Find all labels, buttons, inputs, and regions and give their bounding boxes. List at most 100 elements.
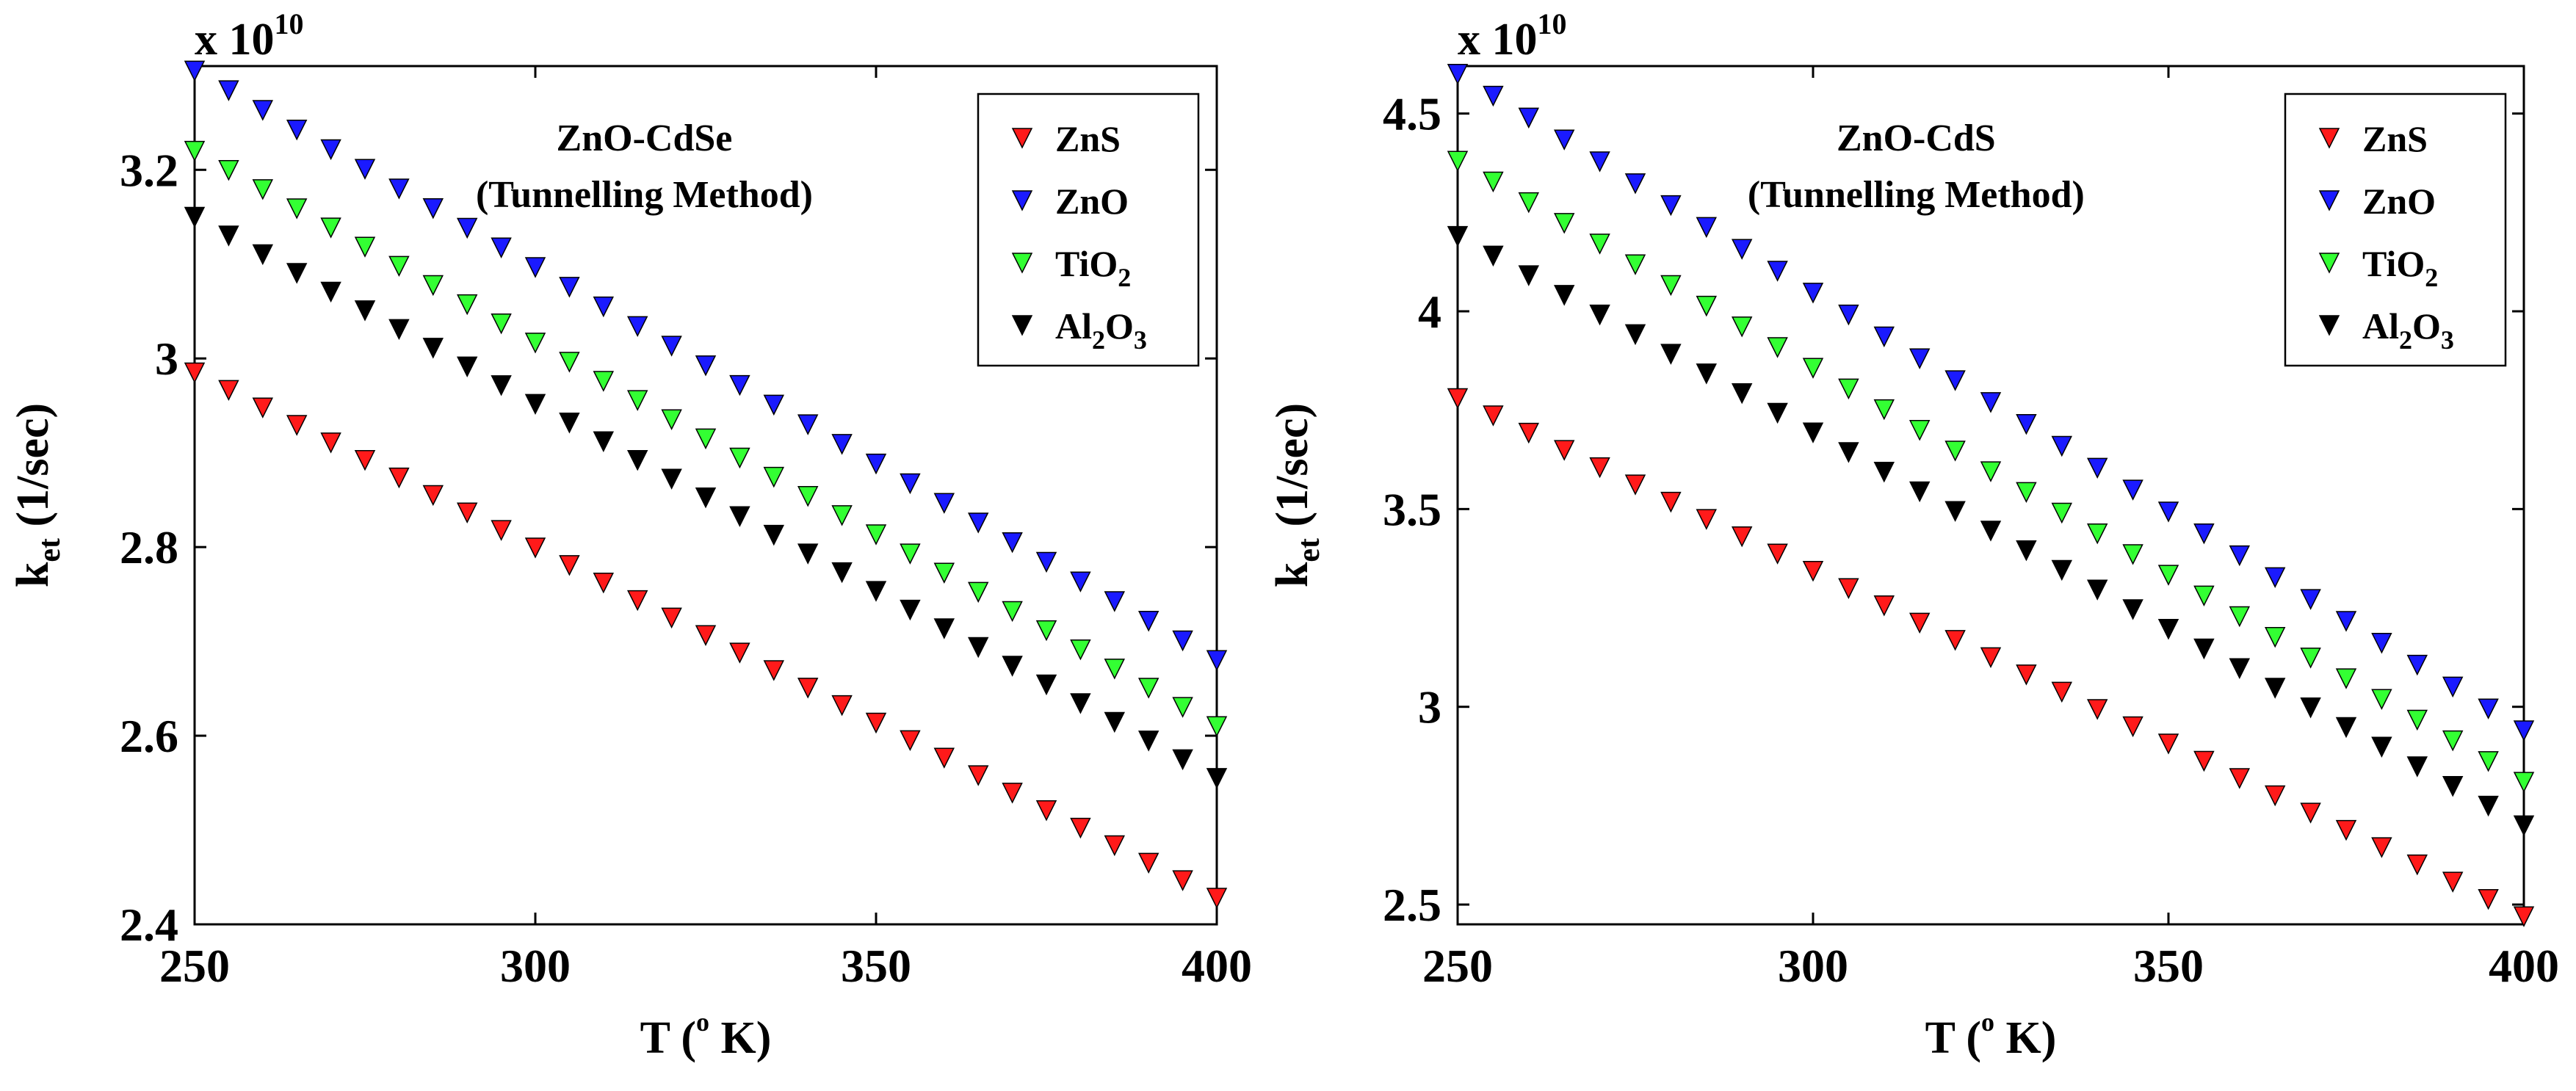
data-point	[593, 371, 615, 392]
data-point	[1802, 283, 1824, 304]
data-point	[1553, 285, 1575, 306]
data-point	[1802, 422, 1824, 443]
data-point	[933, 747, 955, 769]
data-point	[1070, 639, 1091, 661]
x-axis-unit: K)	[1994, 1013, 2056, 1063]
data-point	[1137, 678, 1159, 699]
data-point	[2406, 756, 2428, 778]
data-point	[559, 555, 580, 576]
data-point	[2335, 717, 2357, 739]
data-point	[1660, 195, 1682, 217]
data-point	[422, 275, 444, 297]
data-point	[2122, 544, 2143, 565]
data-point	[456, 356, 478, 378]
data-point	[2300, 697, 2321, 719]
data-point	[218, 380, 239, 402]
data-point	[1137, 852, 1159, 874]
data-point	[559, 413, 580, 434]
data-point	[1070, 693, 1091, 714]
data-point	[1589, 233, 1610, 255]
legend-marker	[2318, 315, 2340, 336]
data-point	[524, 333, 546, 354]
data-point	[695, 487, 717, 509]
legend-label: Al2O3	[1055, 305, 1147, 355]
legend-label-base: ZnS	[2362, 118, 2428, 159]
data-point	[661, 468, 682, 490]
legend-label: TiO2	[1055, 243, 1131, 292]
data-point	[2122, 599, 2143, 620]
y-axis-unit: (1/sec)	[1267, 403, 1317, 538]
data-point	[2086, 579, 2108, 601]
y-tick-label: 2.8	[120, 521, 178, 573]
data-point	[2264, 785, 2286, 807]
x-axis-degree: o	[696, 1007, 709, 1037]
data-point	[967, 637, 989, 659]
data-point	[2051, 502, 2073, 524]
data-point	[491, 375, 512, 396]
data-point	[354, 236, 376, 258]
y-tick-label: 4	[1418, 286, 1441, 338]
data-point	[2086, 699, 2108, 720]
data-point	[2264, 678, 2286, 699]
y-tick-label: 3	[1418, 681, 1441, 733]
x-tick-label: 250	[159, 940, 230, 992]
legend-label-sub: 3	[2441, 325, 2454, 355]
data-point	[286, 415, 308, 436]
data-point	[729, 374, 750, 396]
y-axis-label-sub: et	[33, 538, 67, 562]
data-point	[1589, 304, 1610, 326]
data-point	[1002, 601, 1023, 623]
chart-title: ZnO-CdSe	[557, 117, 733, 159]
chart-subtitle: (Tunnelling Method)	[476, 174, 813, 216]
data-point	[456, 502, 478, 523]
data-point	[2157, 733, 2179, 755]
x-axis-unit: K)	[709, 1013, 771, 1063]
data-point	[354, 300, 376, 322]
data-point	[1447, 151, 1469, 172]
data-point	[1483, 171, 1504, 193]
x-axis-label-text: T (	[640, 1013, 696, 1063]
data-point	[1104, 711, 1126, 733]
data-point	[729, 447, 750, 469]
x-tick-label: 350	[841, 940, 911, 992]
data-point	[491, 237, 512, 258]
legend-marker	[2318, 128, 2340, 149]
legend-label-sub: 2	[1118, 263, 1131, 292]
data-point	[763, 466, 785, 488]
data-point	[1553, 213, 1575, 234]
data-point	[831, 695, 853, 717]
data-point	[1206, 650, 1228, 671]
data-point	[1206, 768, 1228, 789]
data-point	[354, 450, 376, 471]
data-point	[320, 281, 341, 303]
series-zno	[1447, 64, 2535, 742]
data-point	[2335, 819, 2357, 841]
chart-subtitle: (Tunnelling Method)	[1748, 174, 2085, 216]
data-point	[2300, 802, 2321, 824]
legend-label-sub: 3	[1134, 325, 1147, 355]
data-point	[1660, 491, 1682, 513]
data-point	[1172, 870, 1193, 891]
data-point	[1980, 461, 2002, 482]
data-point	[1802, 561, 1824, 582]
data-point	[1483, 85, 1504, 107]
x-axis-degree: o	[1981, 1007, 1994, 1037]
data-point	[1518, 107, 1540, 129]
legend-label-base: ZnS	[1055, 118, 1121, 159]
data-point	[524, 257, 546, 278]
data-point	[2300, 648, 2321, 669]
exponent-base: x 10	[1458, 15, 1538, 65]
data-point	[900, 543, 921, 565]
data-point	[593, 572, 615, 594]
data-point	[1944, 630, 1966, 651]
data-point	[422, 198, 444, 220]
x-tick-label: 400	[2489, 940, 2559, 992]
data-point	[1553, 440, 1575, 461]
data-point	[2442, 871, 2464, 893]
exponent-power: 10	[275, 7, 304, 40]
data-point	[1624, 324, 1646, 346]
data-point	[2193, 585, 2215, 607]
data-point	[559, 352, 580, 373]
data-point	[626, 450, 648, 471]
chart-panel-left: 250 300 350 400 2.4 2.6 2.8 3 3.2 x 1010 T (o K) ke…	[8, 7, 1252, 1063]
